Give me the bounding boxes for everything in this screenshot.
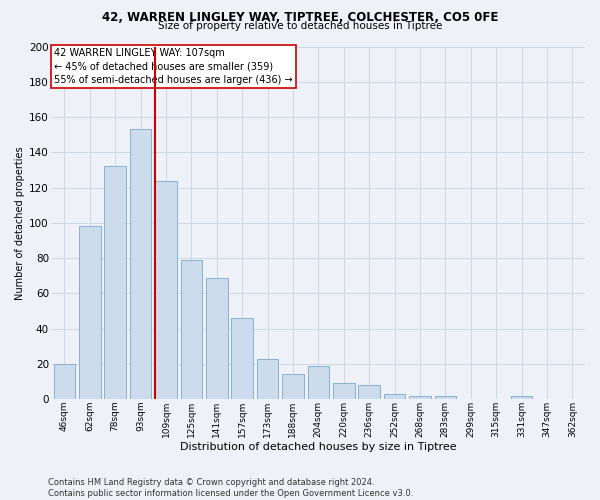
Bar bbox=[282, 374, 304, 399]
Text: 42, WARREN LINGLEY WAY, TIPTREE, COLCHESTER, CO5 0FE: 42, WARREN LINGLEY WAY, TIPTREE, COLCHES… bbox=[102, 11, 498, 24]
Bar bbox=[434, 396, 456, 399]
Bar bbox=[104, 166, 126, 399]
Bar bbox=[358, 385, 380, 399]
Bar bbox=[384, 394, 406, 399]
Bar bbox=[206, 278, 227, 399]
Bar bbox=[232, 318, 253, 399]
Text: Contains HM Land Registry data © Crown copyright and database right 2024.
Contai: Contains HM Land Registry data © Crown c… bbox=[48, 478, 413, 498]
X-axis label: Distribution of detached houses by size in Tiptree: Distribution of detached houses by size … bbox=[180, 442, 457, 452]
Text: Size of property relative to detached houses in Tiptree: Size of property relative to detached ho… bbox=[158, 21, 442, 31]
Y-axis label: Number of detached properties: Number of detached properties bbox=[15, 146, 25, 300]
Bar bbox=[409, 396, 431, 399]
Bar bbox=[79, 226, 101, 399]
Text: 42 WARREN LINGLEY WAY: 107sqm
← 45% of detached houses are smaller (359)
55% of : 42 WARREN LINGLEY WAY: 107sqm ← 45% of d… bbox=[55, 48, 293, 84]
Bar bbox=[155, 180, 177, 399]
Bar bbox=[257, 358, 278, 399]
Bar bbox=[511, 396, 532, 399]
Bar bbox=[181, 260, 202, 399]
Bar bbox=[308, 366, 329, 399]
Bar bbox=[333, 384, 355, 399]
Bar bbox=[130, 130, 151, 399]
Bar bbox=[53, 364, 75, 399]
